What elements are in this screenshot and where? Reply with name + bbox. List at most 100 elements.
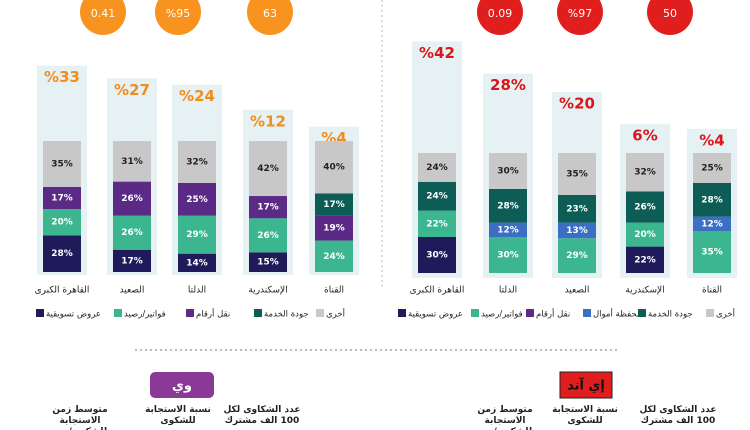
bar-segment: [626, 246, 664, 273]
share-label: %42: [419, 44, 455, 62]
kpi-label: عدد الشكاوى لكل 100 الف مشترك: [639, 405, 717, 426]
category-label: القناة: [324, 286, 344, 296]
legend-swatch: [471, 309, 479, 317]
segment-label: 29%: [566, 251, 588, 261]
bar-segment: [249, 196, 287, 219]
legend-swatch: [316, 309, 324, 317]
bar-segment: [626, 153, 664, 192]
bar-segment: [178, 253, 216, 272]
bar-segment: [693, 231, 731, 273]
kpi-label: متوسط زمن الاستجابة للشكوى/يوم: [52, 405, 108, 430]
category-label: الصعيد: [120, 286, 145, 296]
bar-segment: [558, 238, 596, 273]
bar-segment: [693, 183, 731, 217]
segment-label: 20%: [634, 230, 656, 240]
category-label: الصعيد: [565, 286, 590, 296]
legend-label: جودة الخدمة: [648, 310, 693, 320]
share-label: 6%: [632, 127, 657, 145]
bar-segment: [249, 252, 287, 272]
segment-label: 17%: [51, 193, 73, 203]
segment-label: 19%: [323, 224, 345, 234]
share-label: %27: [114, 81, 150, 99]
segment-label: 31%: [121, 157, 143, 167]
segment-label: 25%: [701, 164, 723, 174]
bar-segment: [178, 141, 216, 183]
bar-segment: [693, 153, 731, 183]
brand-logo: [559, 371, 613, 399]
bar-segment: [558, 153, 596, 195]
segment-label: 26%: [634, 203, 656, 213]
bar-segment: [558, 222, 596, 239]
segment-label: 22%: [634, 255, 656, 265]
segment-label: 15%: [257, 258, 279, 268]
share-label: %20: [559, 95, 595, 113]
legend-swatch: [706, 309, 714, 317]
bar-segment: [315, 141, 353, 194]
bar-segment: [418, 153, 456, 182]
segment-label: 13%: [566, 226, 588, 236]
segment-label: 28%: [701, 195, 723, 205]
legend-label: فواتير/رصيد: [481, 310, 523, 320]
kpi-value: 0.41: [91, 7, 116, 20]
kpi-circle: [80, 0, 126, 35]
segment-label: 25%: [186, 195, 208, 205]
kpi-circle: [477, 0, 523, 35]
bar-segment: [315, 193, 353, 216]
legend-label: محفظة أموال: [593, 308, 641, 320]
legend-label: أخرى: [716, 308, 735, 320]
share-label: %12: [250, 112, 286, 130]
segment-label: 12%: [497, 225, 519, 235]
segment-label: 14%: [186, 258, 208, 268]
category-label: القناة: [702, 286, 722, 296]
kpi-value: 63: [263, 7, 277, 20]
kpi-label: نسبة الاستجابة للشكوى: [145, 405, 211, 426]
bar-segment: [113, 215, 151, 250]
kpi-circle: [247, 0, 293, 35]
bar-segment: [113, 249, 151, 272]
legend-label: جودة الخدمة: [264, 310, 309, 320]
segment-label: 32%: [634, 168, 656, 178]
kpi-value: 50: [663, 7, 677, 20]
legend-label: عروض تسويقية: [408, 310, 463, 320]
share-label: %33: [44, 68, 80, 86]
segment-label: 35%: [51, 159, 73, 169]
kpi-label: متوسط زمن الاستجابة للشكوى/يوم: [477, 405, 533, 430]
bar-segment: [489, 153, 527, 189]
segment-label: 28%: [51, 249, 73, 259]
segment-label: 24%: [323, 252, 345, 262]
segment-label: 30%: [426, 251, 448, 261]
legend-label: فواتير/رصيد: [124, 310, 166, 320]
category-label: القاهرة الكبرى: [410, 286, 465, 296]
bar-segment: [43, 235, 81, 272]
segment-label: 24%: [426, 163, 448, 173]
share-label: %24: [179, 87, 215, 105]
legend-swatch: [36, 309, 44, 317]
bar-segment: [418, 181, 456, 211]
bar-segment: [626, 191, 664, 223]
bar-segment: [693, 216, 731, 231]
category-label: الدلتا: [499, 286, 517, 296]
segment-label: 30%: [497, 251, 519, 261]
legend-label: أخرى: [326, 308, 345, 320]
segment-label: 29%: [186, 230, 208, 240]
segment-label: 26%: [121, 228, 143, 238]
bar-segment: [418, 210, 456, 237]
bar-segment: [315, 215, 353, 241]
legend-swatch: [186, 309, 194, 317]
brand-name: وي: [172, 379, 192, 394]
legend-label: عروض تسويقية: [46, 310, 101, 320]
brand-logo: [150, 372, 214, 398]
kpi-label: عدد الشكاوى لكل 100 الف مشترك: [223, 405, 301, 426]
bar-segment: [249, 218, 287, 253]
bar-segment: [113, 141, 151, 182]
segment-label: 26%: [121, 194, 143, 204]
bar-segment: [43, 209, 81, 236]
legend-label: نقل أرقام: [196, 308, 230, 320]
bar-segment: [43, 141, 81, 187]
kpi-label: نسبة الاستجابة للشكوى: [552, 405, 618, 426]
legend-swatch: [583, 309, 591, 317]
bar-segment: [489, 189, 527, 223]
bar-segment: [489, 237, 527, 273]
